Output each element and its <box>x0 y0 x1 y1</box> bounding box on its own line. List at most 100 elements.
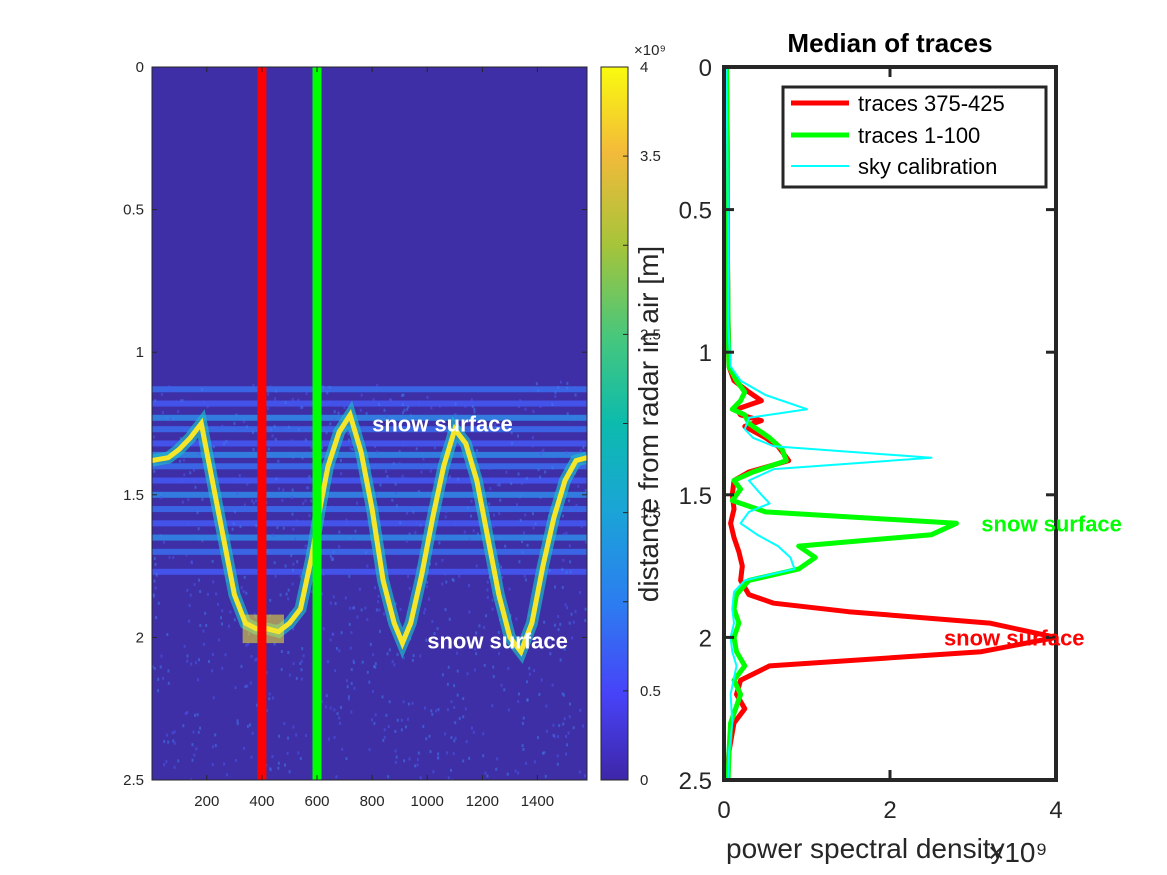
noise-speckle <box>206 405 209 409</box>
y-tick-label: 0 <box>699 55 712 82</box>
noise-speckle <box>535 382 538 386</box>
noise-speckle <box>545 428 548 432</box>
noise-speckle <box>414 764 417 768</box>
noise-speckle <box>524 761 527 765</box>
noise-speckle <box>534 522 537 526</box>
noise-speckle <box>383 408 386 412</box>
noise-speckle <box>291 582 294 586</box>
noise-speckle <box>161 392 164 396</box>
noise-speckle <box>266 550 269 554</box>
noise-speckle <box>549 652 552 656</box>
noise-speckle <box>546 636 549 640</box>
noise-speckle <box>334 669 337 673</box>
noise-speckle <box>288 770 291 774</box>
noise-speckle <box>426 580 429 584</box>
noise-speckle <box>577 484 580 488</box>
noise-speckle <box>471 405 474 409</box>
noise-speckle <box>543 465 546 469</box>
noise-speckle <box>540 678 543 682</box>
noise-speckle <box>198 578 201 582</box>
noise-speckle <box>196 537 199 541</box>
noise-speckle <box>551 403 554 407</box>
noise-speckle <box>302 654 305 658</box>
noise-speckle <box>434 535 437 539</box>
line-plot-title: Median of traces <box>787 28 992 58</box>
noise-speckle <box>202 642 205 646</box>
noise-speckle <box>450 700 453 704</box>
noise-speckle <box>301 647 304 651</box>
noise-speckle <box>341 747 344 751</box>
noise-speckle <box>532 409 535 413</box>
noise-speckle <box>425 585 428 589</box>
noise-speckle <box>335 775 338 779</box>
noise-speckle <box>301 456 304 460</box>
noise-speckle <box>295 676 298 680</box>
noise-speckle <box>583 774 586 778</box>
noise-speckle <box>395 755 398 759</box>
noise-speckle <box>393 552 396 556</box>
noise-speckle <box>448 639 451 643</box>
noise-speckle <box>202 629 205 633</box>
noise-speckle <box>516 434 519 438</box>
clutter-band <box>152 451 587 458</box>
noise-speckle <box>500 565 503 569</box>
noise-speckle <box>290 554 293 558</box>
noise-speckle <box>195 747 198 751</box>
noise-speckle <box>398 450 401 454</box>
noise-speckle <box>438 541 441 545</box>
noise-speckle <box>447 776 450 780</box>
noise-speckle <box>417 751 420 755</box>
noise-speckle <box>292 627 295 631</box>
noise-speckle <box>416 758 419 762</box>
noise-speckle <box>465 740 468 744</box>
noise-speckle <box>365 412 368 416</box>
noise-speckle <box>193 479 196 483</box>
noise-speckle <box>163 739 166 743</box>
noise-speckle <box>417 490 420 494</box>
noise-speckle <box>486 580 489 584</box>
noise-speckle <box>428 734 431 738</box>
noise-speckle <box>327 425 330 429</box>
noise-speckle <box>211 559 214 563</box>
noise-speckle <box>279 593 282 597</box>
noise-speckle <box>462 759 465 763</box>
noise-speckle <box>394 482 397 486</box>
noise-speckle <box>475 631 478 635</box>
noise-speckle <box>333 735 336 739</box>
noise-speckle <box>562 693 565 697</box>
noise-speckle <box>271 696 274 700</box>
noise-speckle <box>185 553 188 557</box>
noise-speckle <box>484 771 487 775</box>
legend-item-sky-calibration: sky calibration <box>791 154 997 179</box>
noise-speckle <box>275 477 278 481</box>
noise-speckle <box>246 425 249 429</box>
noise-speckle <box>321 700 324 704</box>
noise-speckle <box>211 652 214 656</box>
noise-speckle <box>179 459 182 463</box>
noise-speckle <box>470 514 473 518</box>
noise-speckle <box>394 760 397 764</box>
noise-speckle <box>573 505 576 509</box>
noise-speckle <box>489 487 492 491</box>
noise-speckle <box>238 473 241 477</box>
noise-speckle <box>338 649 341 653</box>
noise-speckle <box>253 612 256 616</box>
noise-speckle <box>437 752 440 756</box>
noise-speckle <box>422 724 425 728</box>
noise-speckle <box>212 549 215 553</box>
noise-speckle <box>566 412 569 416</box>
noise-speckle <box>243 575 246 579</box>
noise-speckle <box>517 472 520 476</box>
noise-speckle <box>456 693 459 697</box>
noise-speckle <box>182 399 185 403</box>
noise-speckle <box>201 538 204 542</box>
noise-speckle <box>184 712 187 716</box>
noise-speckle <box>181 500 184 504</box>
noise-speckle <box>288 673 291 677</box>
noise-speckle <box>284 564 287 568</box>
noise-speckle <box>391 498 394 502</box>
line-plot-content <box>724 67 1056 780</box>
noise-speckle <box>172 739 175 743</box>
noise-speckle <box>519 399 522 403</box>
noise-speckle <box>525 680 528 684</box>
